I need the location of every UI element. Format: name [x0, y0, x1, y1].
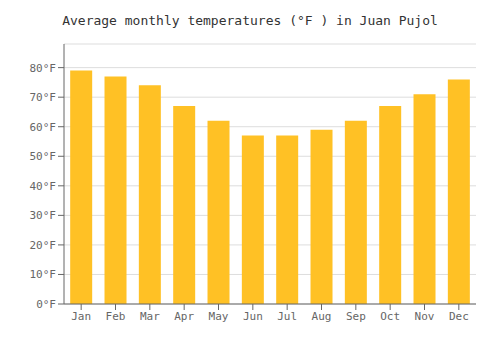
- svg-text:Aug: Aug: [312, 310, 332, 323]
- svg-text:20°F: 20°F: [30, 239, 57, 252]
- svg-text:Apr: Apr: [174, 310, 194, 323]
- svg-text:Sep: Sep: [346, 310, 366, 323]
- svg-text:May: May: [209, 310, 229, 323]
- html-text:Average monthly temperatures (: Average monthly temperatures (°F ) in Ju…: [62, 13, 438, 28]
- svg-text:50°F: 50°F: [30, 150, 57, 163]
- svg-text:Dec: Dec: [449, 310, 469, 323]
- svg-text:60°F: 60°F: [30, 121, 57, 134]
- svg-text:Nov: Nov: [415, 310, 435, 323]
- svg-text:Oct: Oct: [380, 310, 400, 323]
- svg-text:30°F: 30°F: [30, 209, 57, 222]
- svg-text:10°F: 10°F: [30, 268, 57, 281]
- svg-text:Jan: Jan: [71, 310, 91, 323]
- svg-text:80°F: 80°F: [30, 62, 57, 75]
- svg-text:70°F: 70°F: [30, 91, 57, 104]
- svg-text:Jun: Jun: [243, 310, 263, 323]
- svg-text:Jul: Jul: [277, 310, 297, 323]
- svg-text:0°F: 0°F: [36, 298, 56, 311]
- svg-text:Mar: Mar: [140, 310, 160, 323]
- svg-text:40°F: 40°F: [30, 180, 57, 193]
- svg-text:Feb: Feb: [106, 310, 126, 323]
